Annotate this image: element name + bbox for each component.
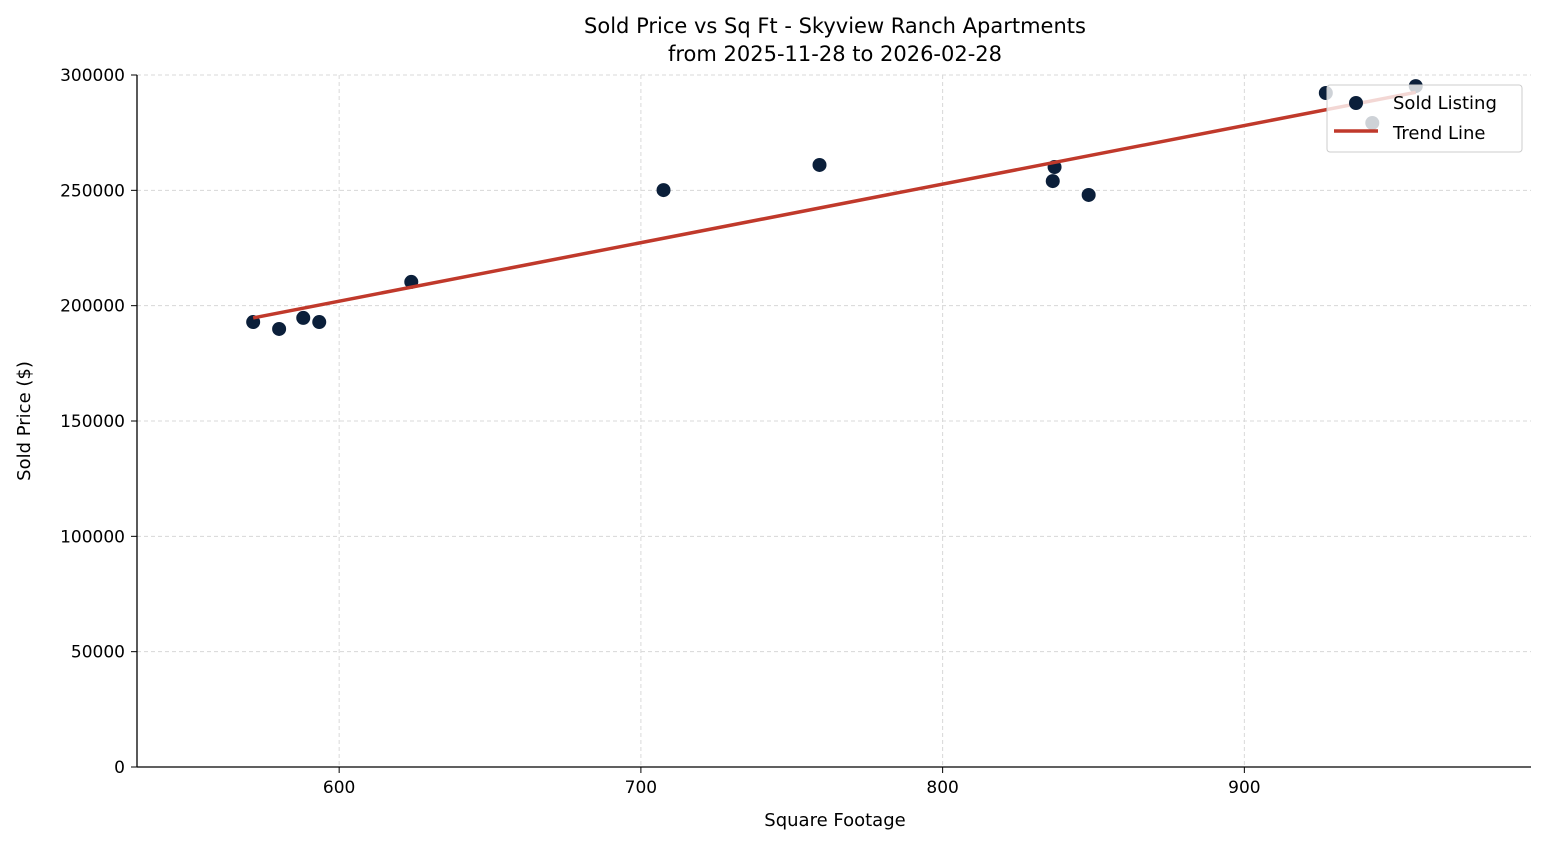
chart-subtitle: from 2025-11-28 to 2026-02-28 <box>668 42 1002 66</box>
y-tick-label: 200000 <box>60 297 125 317</box>
data-point <box>272 321 287 336</box>
trend-line <box>252 90 1417 320</box>
x-tick-label: 800 <box>926 778 958 798</box>
y-tick-label: 50000 <box>71 643 125 663</box>
x-tick-label: 900 <box>1228 778 1260 798</box>
y-tick-label: 150000 <box>60 412 125 432</box>
x-tick-label: 600 <box>323 778 355 798</box>
data-point <box>656 183 671 198</box>
grid <box>137 74 1531 768</box>
legend-marker-sold-listing <box>1349 96 1363 110</box>
chart-title: Sold Price vs Sq Ft - Skyview Ranch Apar… <box>584 14 1086 38</box>
ticks: 600 700 800 900 0 50000 100000 150000 200000 2500… <box>60 66 1260 798</box>
legend: Sold Listing Trend Line <box>1326 84 1523 153</box>
y-tick-label: 0 <box>114 758 125 778</box>
y-tick-label: 250000 <box>60 181 125 201</box>
y-tick-label: 100000 <box>60 527 125 547</box>
legend-label-sold-listing: Sold Listing <box>1393 93 1497 114</box>
data-point <box>1045 174 1060 189</box>
x-tick-label: 700 <box>625 778 657 798</box>
data-point <box>312 315 327 330</box>
marks <box>246 79 1423 336</box>
y-axis-label: Sold Price ($) <box>14 361 35 481</box>
x-axis-label: Square Footage <box>764 810 905 831</box>
data-point <box>296 310 311 325</box>
data-point <box>812 157 827 172</box>
y-tick-label: 300000 <box>60 66 125 86</box>
data-point <box>1081 187 1096 202</box>
legend-label-trend-line: Trend Line <box>1392 123 1486 144</box>
